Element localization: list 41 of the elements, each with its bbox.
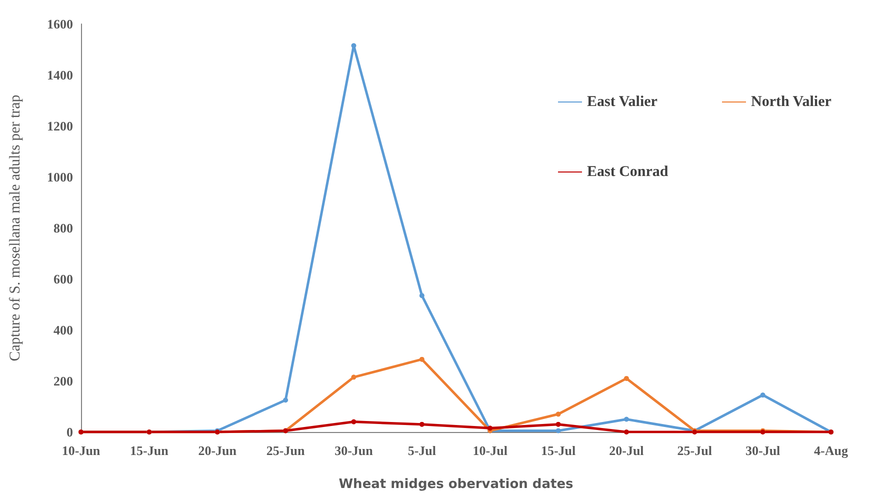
legend-label: North Valier <box>751 94 832 110</box>
point <box>556 422 561 427</box>
y-tick-label: 800 <box>54 220 73 236</box>
y-tick-label: 1000 <box>47 170 73 184</box>
point <box>351 43 356 48</box>
point <box>624 376 629 381</box>
y-tick-label: 400 <box>54 322 73 338</box>
point <box>624 416 629 422</box>
point <box>419 293 424 298</box>
point <box>419 356 424 362</box>
point <box>283 398 288 403</box>
point <box>556 412 561 417</box>
point <box>624 430 629 434</box>
y-axis-title: Capture of S. mosellana male adults per trap <box>8 94 24 362</box>
y-tick-label: 1600 <box>47 16 73 32</box>
point <box>556 428 561 434</box>
point <box>419 422 424 427</box>
y-tick-label: 600 <box>54 272 73 286</box>
x-tick-label: 15-Jul <box>540 443 576 458</box>
y-tick-label: 0 <box>66 424 73 440</box>
point <box>760 392 766 398</box>
x-tick-label: 25-Jul <box>677 443 712 458</box>
point <box>351 419 356 424</box>
x-tick-label: 10-Jul <box>472 443 508 458</box>
x-tick-label: 20-Jul <box>609 443 644 458</box>
x-tick-label: 30-Jun <box>334 443 374 458</box>
x-tick-label: 10-Jun <box>62 443 101 458</box>
y-tick-label: 200 <box>54 374 73 388</box>
y-tick-label: 1400 <box>47 68 73 82</box>
x-axis-title: Wheat midges obervation dates <box>338 477 574 492</box>
x-tick-label: 30-Jul <box>745 443 781 458</box>
x-tick-label: 20-Jun <box>198 443 238 458</box>
legend-label: East Valier <box>587 94 658 110</box>
x-tick-label: 15-Jun <box>130 443 170 458</box>
x-tick-label: 4-Aug <box>814 443 848 458</box>
legend-label: East Conrad <box>587 164 669 180</box>
point <box>351 374 356 380</box>
y-tick-label: 1200 <box>47 118 73 134</box>
x-tick-label: 25-Jun <box>266 443 306 458</box>
point <box>488 426 493 431</box>
x-tick-label: 5-Jul <box>408 443 436 458</box>
